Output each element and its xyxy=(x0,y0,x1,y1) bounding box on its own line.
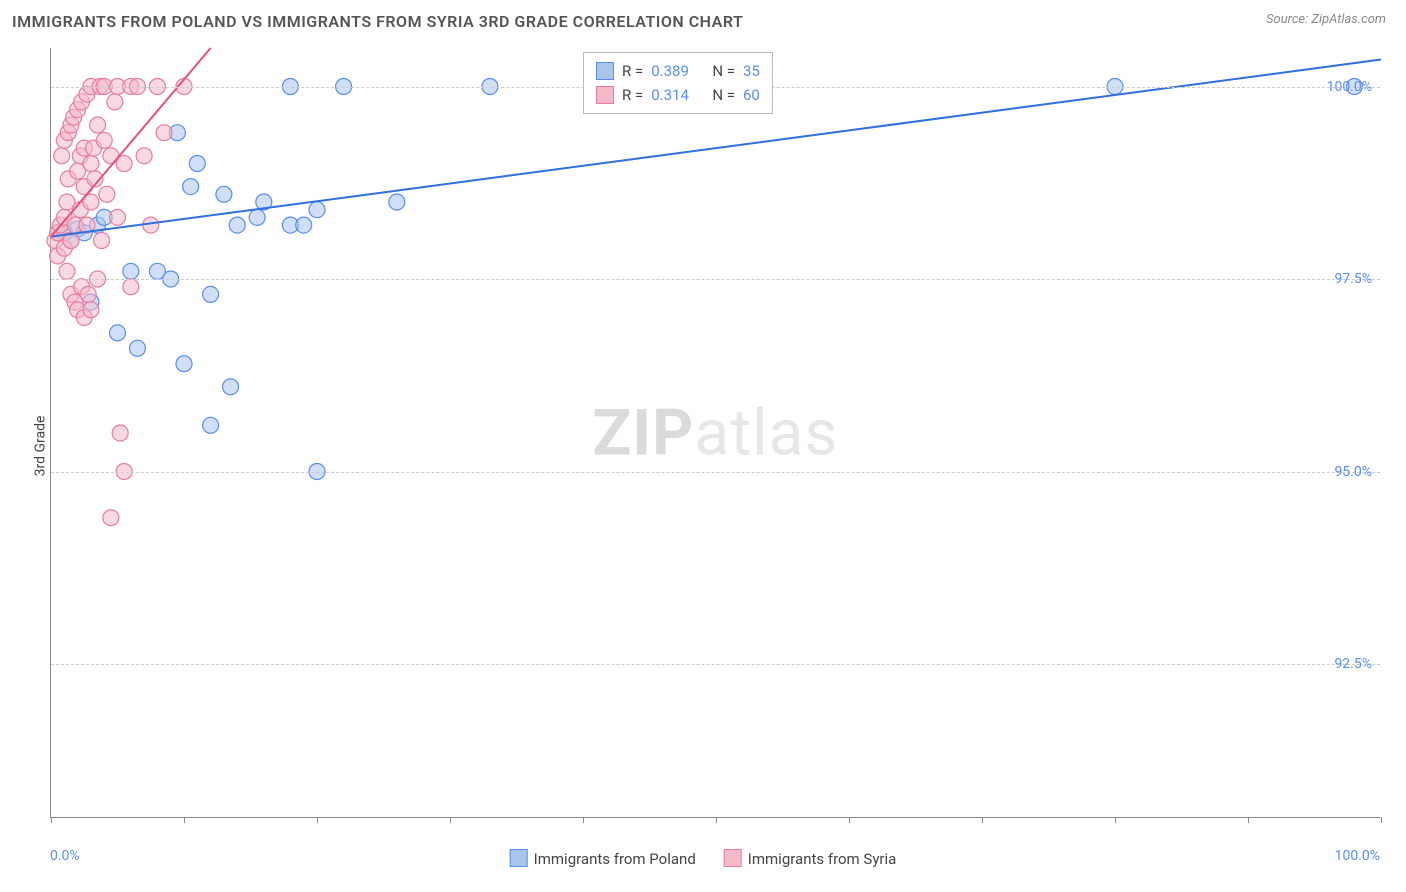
y-tick-label: 97.5% xyxy=(1334,271,1372,287)
swatch-syria xyxy=(724,849,742,867)
y-tick-label: 100.0% xyxy=(1327,79,1372,95)
data-point xyxy=(223,379,239,395)
data-point xyxy=(107,94,123,110)
chart-title: IMMIGRANTS FROM POLAND VS IMMIGRANTS FRO… xyxy=(12,12,743,31)
plot-svg xyxy=(51,48,1381,818)
data-point xyxy=(389,194,405,210)
data-point xyxy=(123,279,139,295)
data-point xyxy=(59,263,75,279)
x-axis-min-label: 0.0% xyxy=(50,848,80,864)
x-axis-max-label: 100.0% xyxy=(1335,848,1380,864)
data-point xyxy=(156,125,172,141)
data-point xyxy=(94,233,110,249)
data-point xyxy=(203,417,219,433)
y-tick-label: 95.0% xyxy=(1334,464,1372,480)
legend-poland: Immigrants from Poland xyxy=(510,849,696,868)
data-point xyxy=(136,148,152,164)
source-attribution: Source: ZipAtlas.com xyxy=(1266,12,1386,27)
x-tick xyxy=(716,817,717,823)
data-point xyxy=(216,186,232,202)
scatter-plot: ZIPatlas 92.5%95.0%97.5%100.0%R =0.389 N… xyxy=(50,48,1380,818)
data-point xyxy=(123,263,139,279)
data-point xyxy=(309,202,325,218)
trend-line xyxy=(51,48,211,237)
data-point xyxy=(112,425,128,441)
data-point xyxy=(296,217,312,233)
x-tick xyxy=(450,817,451,823)
y-axis-label: 3rd Grade xyxy=(32,416,48,477)
x-tick xyxy=(1248,817,1249,823)
data-point xyxy=(90,117,106,133)
gridline xyxy=(51,279,1380,280)
legend-stats: R =0.389 N =35R =0.314 N =60 xyxy=(583,52,773,114)
gridline xyxy=(51,664,1380,665)
swatch-poland xyxy=(510,849,528,867)
y-tick-label: 92.5% xyxy=(1334,656,1372,672)
legend-swatch xyxy=(596,86,614,104)
x-tick xyxy=(184,817,185,823)
x-tick xyxy=(583,817,584,823)
x-tick xyxy=(1115,817,1116,823)
data-point xyxy=(249,209,265,225)
x-tick xyxy=(51,817,52,823)
data-point xyxy=(54,148,70,164)
data-point xyxy=(129,340,145,356)
data-point xyxy=(183,179,199,195)
legend-bottom: Immigrants from Poland Immigrants from S… xyxy=(510,849,897,868)
data-point xyxy=(103,510,119,526)
data-point xyxy=(83,302,99,318)
data-point xyxy=(80,286,96,302)
data-point xyxy=(110,325,126,341)
data-point xyxy=(99,186,115,202)
data-point xyxy=(110,209,126,225)
x-tick xyxy=(849,817,850,823)
data-point xyxy=(229,217,245,233)
data-point xyxy=(96,132,112,148)
data-point xyxy=(176,356,192,372)
x-tick xyxy=(317,817,318,823)
data-point xyxy=(203,286,219,302)
gridline xyxy=(51,472,1380,473)
legend-syria: Immigrants from Syria xyxy=(724,849,897,868)
data-point xyxy=(189,156,205,172)
legend-swatch xyxy=(596,62,614,80)
x-tick xyxy=(1381,817,1382,823)
data-point xyxy=(83,156,99,172)
x-tick xyxy=(982,817,983,823)
